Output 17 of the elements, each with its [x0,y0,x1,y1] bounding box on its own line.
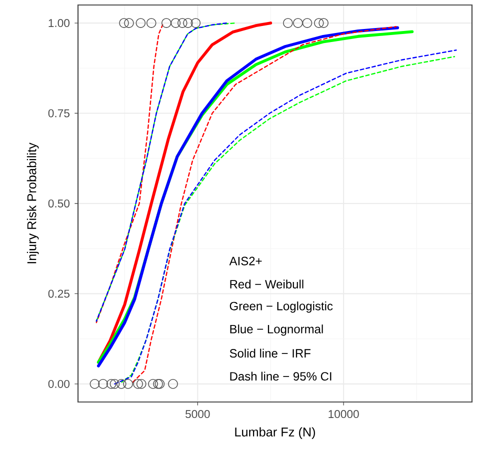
x-tick-label: 5000 [186,410,210,418]
y-tick-label: 0.25 [48,290,70,298]
x-tick-label: 10000 [328,410,359,418]
annotation: AIS2+ [229,256,262,266]
annotation: Red − Weibull [230,280,304,288]
y-tick-label: 1.00 [48,19,70,28]
annotation: Dash line − 95% CI [230,372,332,381]
y-axis-title: Injury Risk Probability [26,142,39,264]
y-tick-label: 0.00 [48,380,70,388]
line-series [132,26,397,383]
y-tick-label: 0.50 [48,199,70,208]
line-series [96,24,164,324]
y-tick-label: 0.75 [48,109,70,118]
annotation: Solid line − IRF [230,348,310,358]
annotation: Blue − Lognormal [230,324,323,336]
x-axis-title: Lumbar Fz (N) [235,427,316,439]
annotation: Green − Loglogistic [230,302,333,313]
